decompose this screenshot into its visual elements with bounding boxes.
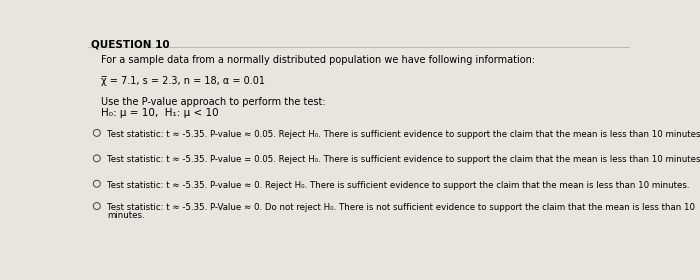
Text: χ̅ = 7.1, s = 2.3, n = 18, α = 0.01: χ̅ = 7.1, s = 2.3, n = 18, α = 0.01 (102, 76, 265, 86)
Text: minutes.: minutes. (107, 211, 144, 220)
Text: For a sample data from a normally distributed population we have following infor: For a sample data from a normally distri… (102, 55, 536, 65)
Text: Test statistic: t ≈ -5.35. P-value ≈ 0. Reject H₀. There is sufficient evidence : Test statistic: t ≈ -5.35. P-value ≈ 0. … (107, 181, 690, 190)
Text: QUESTION 10: QUESTION 10 (92, 40, 170, 50)
Text: Test statistic: t ≈ -5.35. P-value ≈ 0.05. Reject H₀. There is sufficient eviden: Test statistic: t ≈ -5.35. P-value ≈ 0.0… (107, 130, 700, 139)
Text: Test statistic: t ≈ -5.35. P-value = 0.05. Reject H₀. There is sufficient eviden: Test statistic: t ≈ -5.35. P-value = 0.0… (107, 155, 700, 164)
Text: Test statistic: t ≈ -5.35. P-Value ≈ 0. Do not reject H₀. There is not sufficien: Test statistic: t ≈ -5.35. P-Value ≈ 0. … (107, 203, 695, 212)
Text: Use the P-value approach to perform the test:: Use the P-value approach to perform the … (102, 97, 326, 107)
Text: H₀: μ = 10,  H₁: μ < 10: H₀: μ = 10, H₁: μ < 10 (102, 108, 219, 118)
